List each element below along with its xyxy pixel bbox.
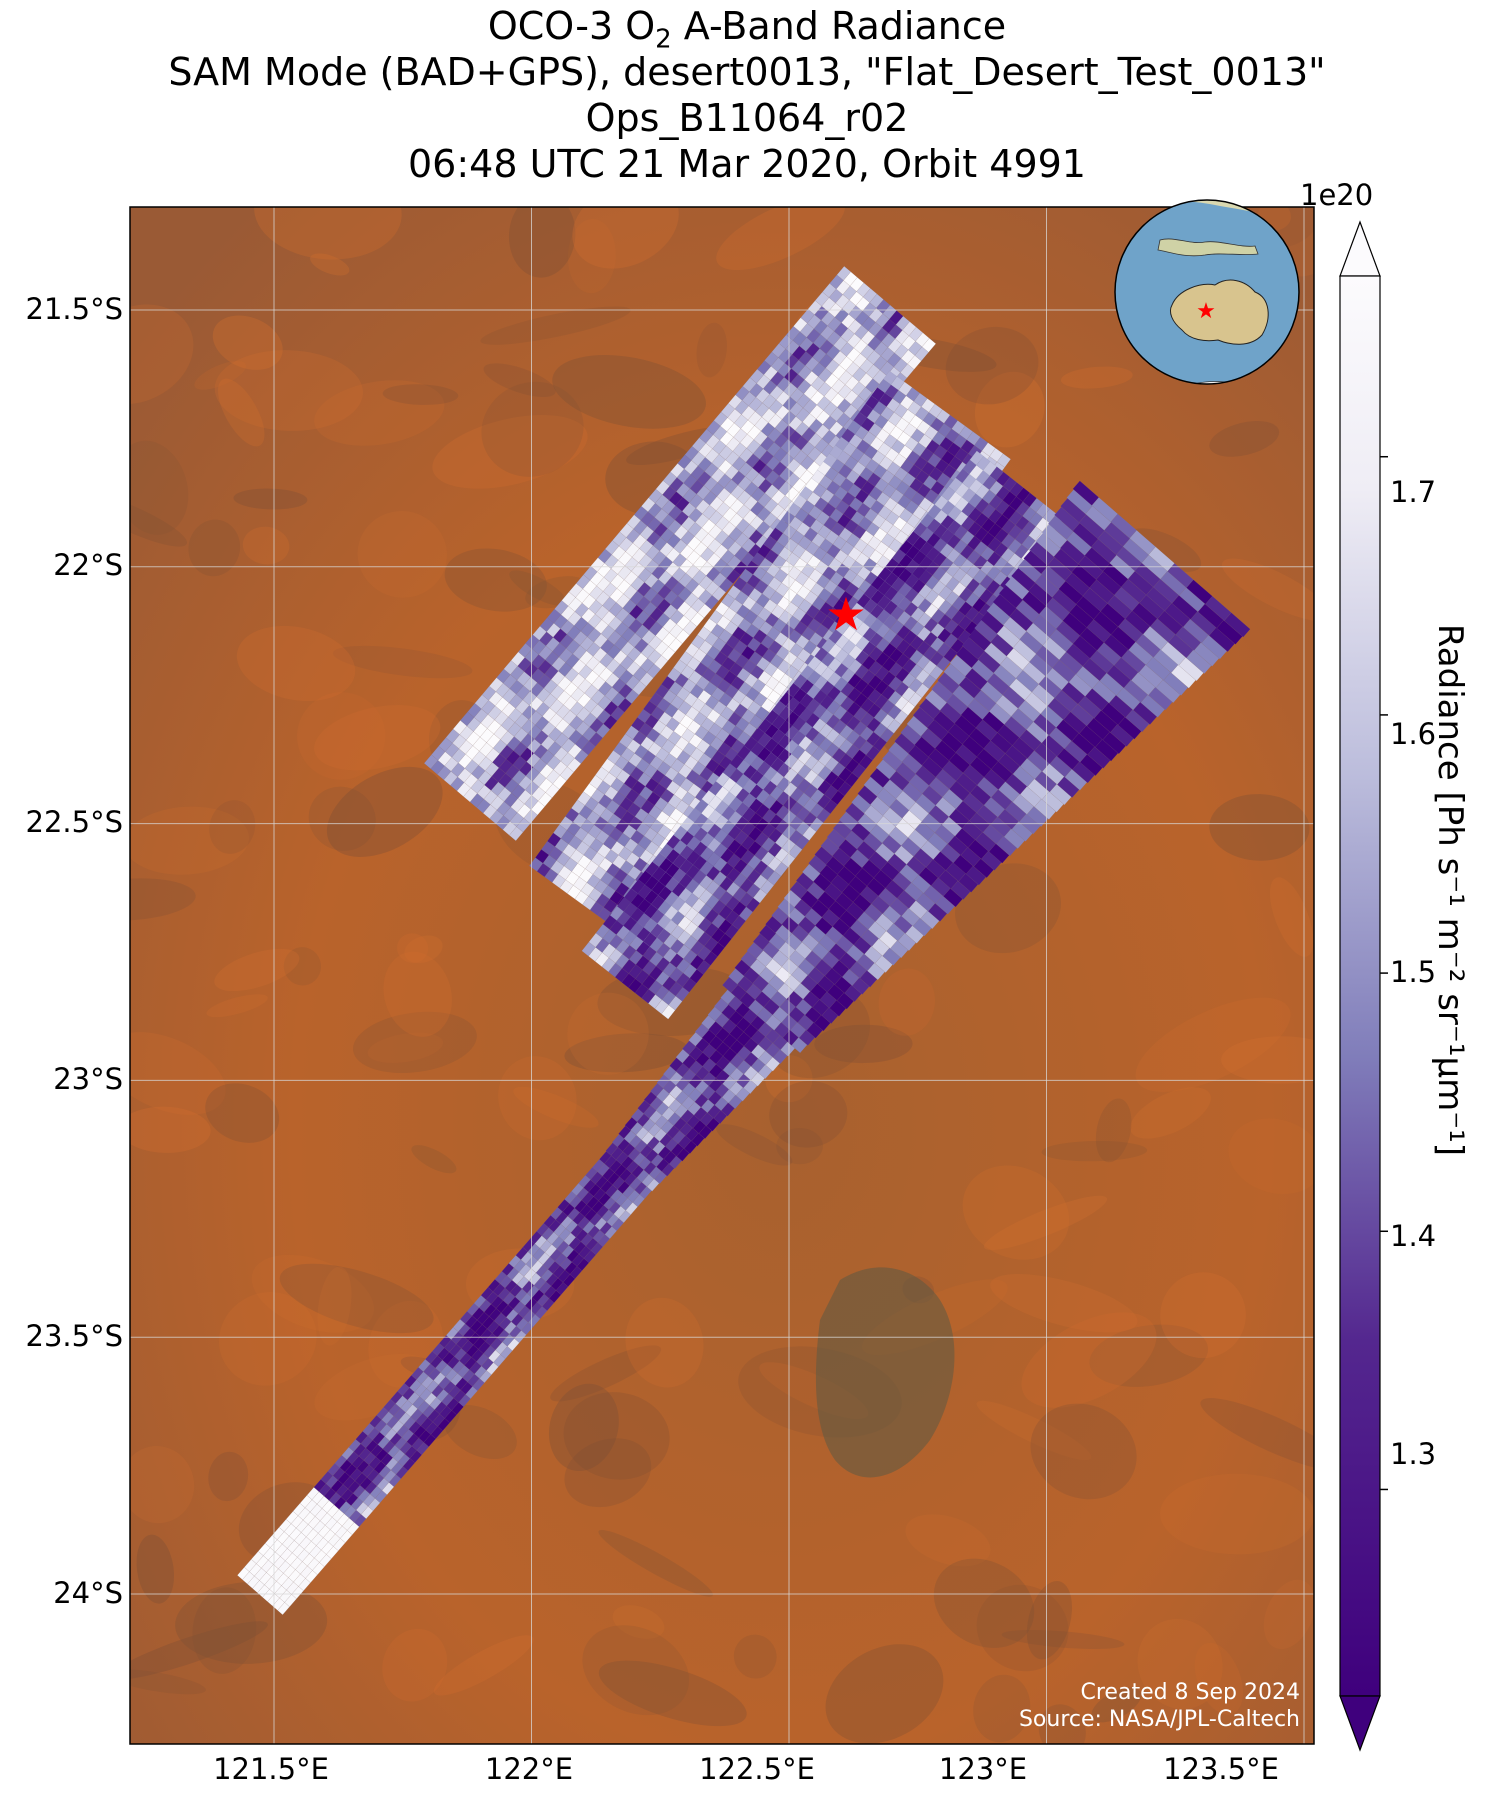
colorbar-extend-top	[1339, 220, 1381, 277]
globe-australia	[1169, 279, 1269, 345]
lat-label-23: 23°S	[53, 1062, 123, 1096]
colorbar-extend-bottom	[1339, 1695, 1381, 1752]
lake-region	[815, 1267, 955, 1478]
lon-label-122-5: 122.5°E	[699, 1752, 815, 1786]
colorbar-tick-1-7: 1.7	[1390, 475, 1437, 509]
colorbar-exponent: 1e20	[1300, 178, 1374, 212]
colorbar-gradient	[1339, 275, 1381, 1697]
colorbar-tick-marks	[1380, 455, 1388, 1491]
lat-label-21-5: 21.5°S	[25, 292, 123, 326]
swath-3	[581, 450, 1064, 1020]
colorbar-title: Radiance [Ph s⁻¹ m⁻² sr⁻¹μm⁻¹]	[1430, 623, 1470, 1157]
title-line-4: 06:48 UTC 21 Mar 2020, Orbit 4991	[408, 142, 1086, 186]
title-line-1: OCO-3 O2 A-Band Radiance	[487, 4, 1007, 55]
colorbar-tick-1-4: 1.4	[1390, 1219, 1437, 1253]
lon-label-122: 122°E	[484, 1752, 574, 1786]
lon-label-123: 123°E	[938, 1752, 1028, 1786]
lon-label-123-5: 123.5°E	[1163, 1752, 1279, 1786]
lat-label-23-5: 23.5°S	[25, 1319, 123, 1353]
credit-created: Created 8 Sep 2024	[1080, 1680, 1301, 1705]
lon-label-121-5: 121.5°E	[213, 1752, 329, 1786]
globe-islands	[1157, 238, 1259, 257]
lat-label-24: 24°S	[53, 1576, 123, 1610]
satellite-basemap: ★	[130, 207, 1314, 1744]
credit-source: Source: NASA/JPL-Caltech	[1018, 1707, 1300, 1732]
colorbar-tick-1-5: 1.5	[1390, 955, 1437, 989]
lat-label-22: 22°S	[53, 548, 123, 582]
radiance-swaths	[237, 265, 1251, 1615]
target-site-marker: ★	[825, 587, 866, 641]
title-line-3: Ops_B11064_r02	[585, 96, 909, 140]
lat-label-22-5: 22.5°S	[25, 805, 123, 839]
colorbar	[1339, 220, 1388, 1752]
colorbar-tick-1-6: 1.6	[1390, 717, 1437, 751]
title-line-2: SAM Mode (BAD+GPS), desert0013, "Flat_De…	[168, 50, 1326, 94]
globe-site-marker: ★	[1196, 299, 1216, 324]
colorbar-tick-1-3: 1.3	[1390, 1437, 1437, 1471]
map-gridlines	[130, 207, 1314, 1744]
swath-4	[237, 480, 1251, 1615]
swath-1	[423, 265, 937, 842]
map-frame	[129, 206, 1315, 1745]
